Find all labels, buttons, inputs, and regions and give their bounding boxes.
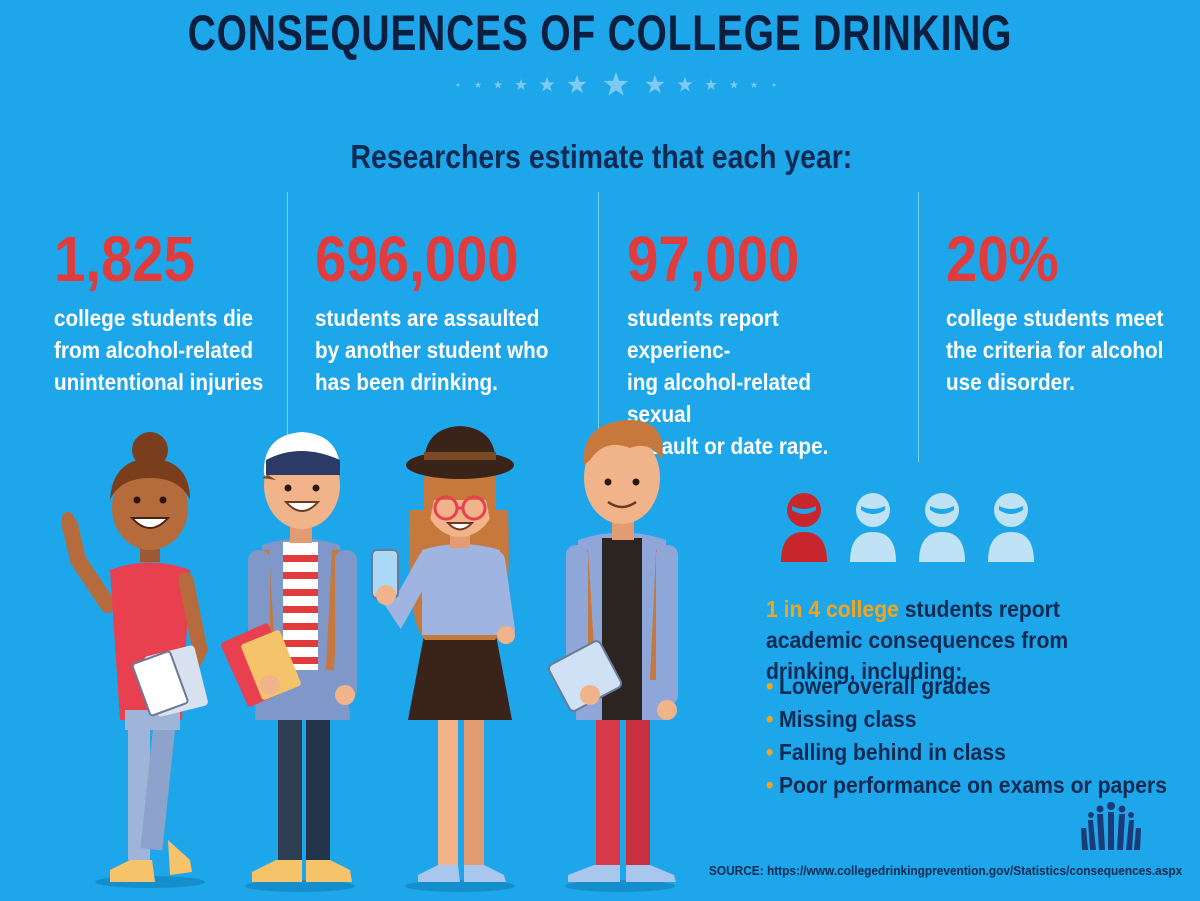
- list-item: • Missing class: [766, 706, 917, 732]
- consequences-list: • Lower overall grades • Missing class • Fa…: [766, 670, 1200, 802]
- student-girl-hat-figure: [371, 426, 515, 892]
- stat-description: students report experienc- ing alcohol-r…: [627, 305, 829, 459]
- ratio-highlight: 1 in 4 college: [766, 596, 899, 622]
- column-divider: [918, 192, 919, 462]
- bullet-icon: •: [766, 739, 774, 765]
- stat-description: students are assaulted by another studen…: [315, 305, 549, 395]
- column-divider: [287, 192, 288, 462]
- stars-decoration-icon: [455, 72, 777, 96]
- students-illustration: [62, 420, 678, 892]
- person-icon: [919, 493, 965, 562]
- person-icon-affected: [781, 493, 827, 562]
- stat-alcohol-use-disorder: 20% college students meet the criteria f…: [946, 222, 1200, 398]
- one-in-four-icons: [781, 493, 1034, 562]
- stat-deaths: 1,825 college students die from alcohol-…: [54, 222, 324, 398]
- subtitle: Researchers estimate that each year:: [350, 138, 853, 175]
- page-title: CONSEQUENCES OF COLLEGE DRINKING: [187, 5, 1013, 61]
- student-girl-red-shirt-figure: [62, 432, 208, 888]
- stat-number: 1,825: [54, 223, 195, 295]
- stat-number: 20%: [946, 223, 1059, 295]
- person-icon: [988, 493, 1034, 562]
- stat-description: college students die from alcohol-relate…: [54, 305, 264, 395]
- bullet-icon: •: [766, 772, 774, 798]
- stat-sexual-assault: 97,000 students report experienc- ing al…: [627, 222, 897, 462]
- ratio-text: students report academic consequences fr…: [766, 596, 1069, 684]
- stat-description: college students meet the criteria for a…: [946, 305, 1164, 395]
- stat-number: 696,000: [315, 223, 519, 295]
- bullet-icon: •: [766, 706, 774, 732]
- list-item: • Poor performance on exams or papers: [766, 772, 1168, 798]
- student-boy-cap-figure: [220, 432, 357, 892]
- list-item: • Falling behind in class: [766, 739, 1006, 765]
- stat-assaults: 696,000 students are assaulted by anothe…: [315, 222, 585, 398]
- column-divider: [598, 192, 599, 462]
- bullet-icon: •: [766, 673, 774, 699]
- source-citation: SOURCE: https://www.collegedrinkingpreve…: [708, 864, 1182, 878]
- academic-consequences-statement: 1 in 4 college students report academic …: [766, 594, 1162, 687]
- organization-logo-icon: [1081, 802, 1141, 850]
- student-boy-tablet-figure: [547, 420, 678, 892]
- list-item: • Lower overall grades: [766, 673, 991, 699]
- person-icon: [850, 493, 896, 562]
- stat-number: 97,000: [627, 223, 800, 295]
